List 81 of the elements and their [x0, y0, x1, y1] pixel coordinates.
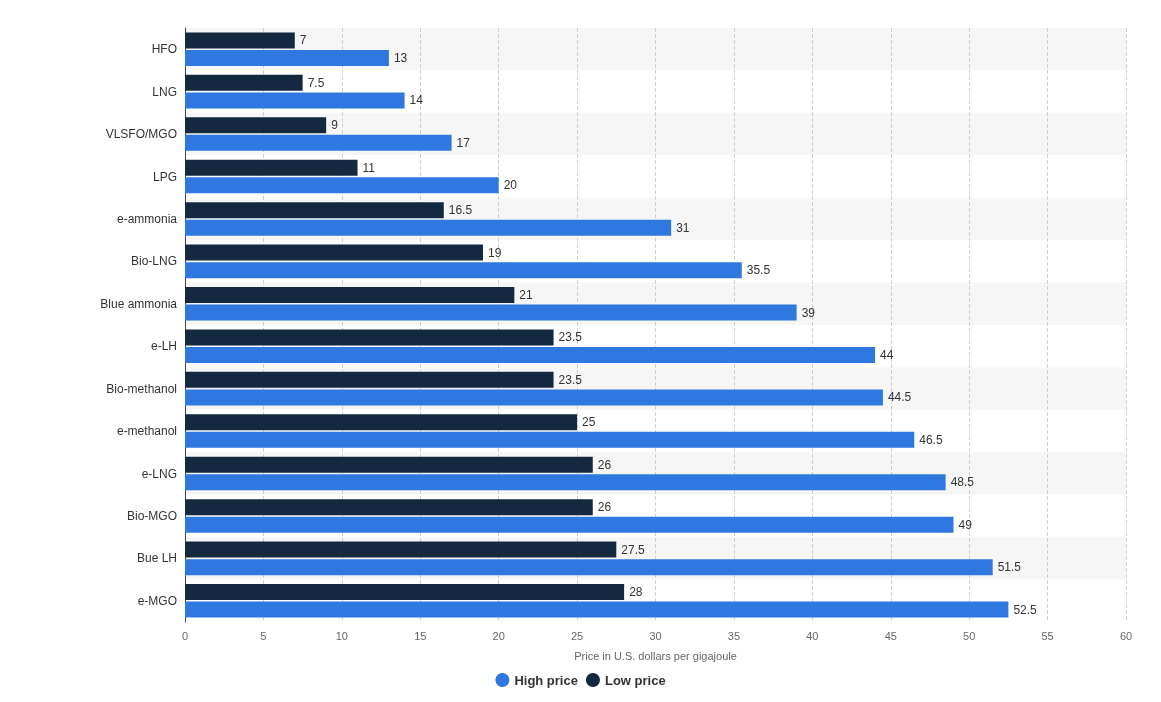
bar: [185, 304, 797, 321]
bar: [185, 74, 303, 91]
bar: [185, 541, 617, 558]
data-label: 51.5: [997, 560, 1022, 575]
bar: [185, 244, 483, 261]
data-label: 7.5: [307, 75, 325, 90]
bar: [185, 329, 554, 346]
x-tick-label: 15: [414, 629, 427, 642]
data-label: 11: [362, 160, 376, 175]
data-label: 16.5: [448, 203, 473, 218]
x-tick-label: 50: [963, 629, 976, 642]
bar: [185, 456, 593, 473]
y-tick-label: e-LNG: [141, 466, 177, 481]
data-label: 17: [456, 135, 471, 150]
y-tick-label: Blue ammonia: [100, 296, 178, 311]
data-label: 19: [487, 245, 502, 260]
y-tick-label: e-LH: [150, 339, 177, 354]
y-tick-label: HFO: [151, 42, 177, 57]
bar: [185, 177, 499, 194]
bar: [185, 414, 578, 431]
x-tick-label: 45: [884, 629, 897, 642]
y-tick-label: LPG: [152, 169, 177, 184]
data-label: 39: [801, 305, 816, 320]
x-tick-label: 25: [570, 629, 584, 642]
data-label: 46.5: [919, 432, 943, 447]
bar: [185, 499, 593, 516]
data-label: 44: [880, 348, 894, 363]
bar: [185, 159, 358, 176]
y-tick-label: e-methanol: [116, 424, 177, 439]
data-label: 23.5: [558, 372, 583, 387]
data-label: 9: [331, 118, 339, 133]
bar: [185, 50, 389, 67]
data-label: 20: [503, 178, 518, 193]
bar: [185, 32, 295, 49]
legend-label: Low price: [604, 672, 666, 688]
bar: [185, 219, 672, 236]
data-label: 26: [597, 457, 612, 472]
data-label: 14: [409, 93, 424, 108]
data-label: 35.5: [746, 263, 771, 278]
bar: [185, 347, 876, 364]
bar: [185, 286, 515, 303]
x-tick-label: 55: [1041, 629, 1054, 642]
bar: [185, 92, 405, 109]
y-tick-label: e-ammonia: [116, 211, 178, 226]
x-tick-label: 30: [649, 629, 662, 642]
x-tick-label: 35: [727, 629, 741, 642]
data-label: 25: [582, 415, 596, 430]
data-label: 26: [597, 500, 612, 515]
y-tick-label: e-MGO: [137, 593, 177, 608]
y-tick-label: Bue LH: [136, 551, 177, 566]
bar: [185, 117, 327, 134]
data-label: 23.5: [558, 330, 583, 345]
bar: [185, 262, 742, 279]
bar: [185, 389, 883, 406]
x-tick-label: 60: [1119, 629, 1133, 642]
x-tick-label: 20: [492, 629, 505, 642]
y-tick-label: Bio-methanol: [106, 381, 177, 396]
data-label: 7: [299, 33, 307, 48]
y-tick-label: Bio-LNG: [130, 254, 177, 269]
legend-label: High price: [514, 672, 578, 688]
data-label: 21: [519, 287, 534, 302]
data-label: 44.5: [887, 390, 912, 405]
y-tick-label: Bio-MGO: [126, 508, 177, 523]
data-label: 48.5: [950, 475, 975, 490]
data-label: 52.5: [1013, 602, 1038, 617]
x-tick-label: 10: [335, 629, 348, 642]
bar: [185, 202, 444, 219]
y-tick-label: VLSFO/MGO: [105, 127, 177, 142]
bar: [185, 371, 554, 388]
data-label: 49: [958, 517, 973, 532]
x-tick-label: 40: [806, 629, 819, 642]
y-tick-label: LNG: [152, 84, 177, 99]
bar: [185, 134, 452, 151]
data-label: 31: [676, 220, 690, 235]
x-tick-label: 0: [181, 629, 189, 642]
x-tick-label: 5: [260, 629, 267, 642]
data-label: 28: [629, 584, 643, 599]
x-axis-title: Price in U.S. dollars per gigajoule: [574, 649, 737, 662]
data-label: 27.5: [621, 542, 645, 557]
bar: [185, 583, 625, 600]
data-label: 13: [393, 51, 408, 66]
